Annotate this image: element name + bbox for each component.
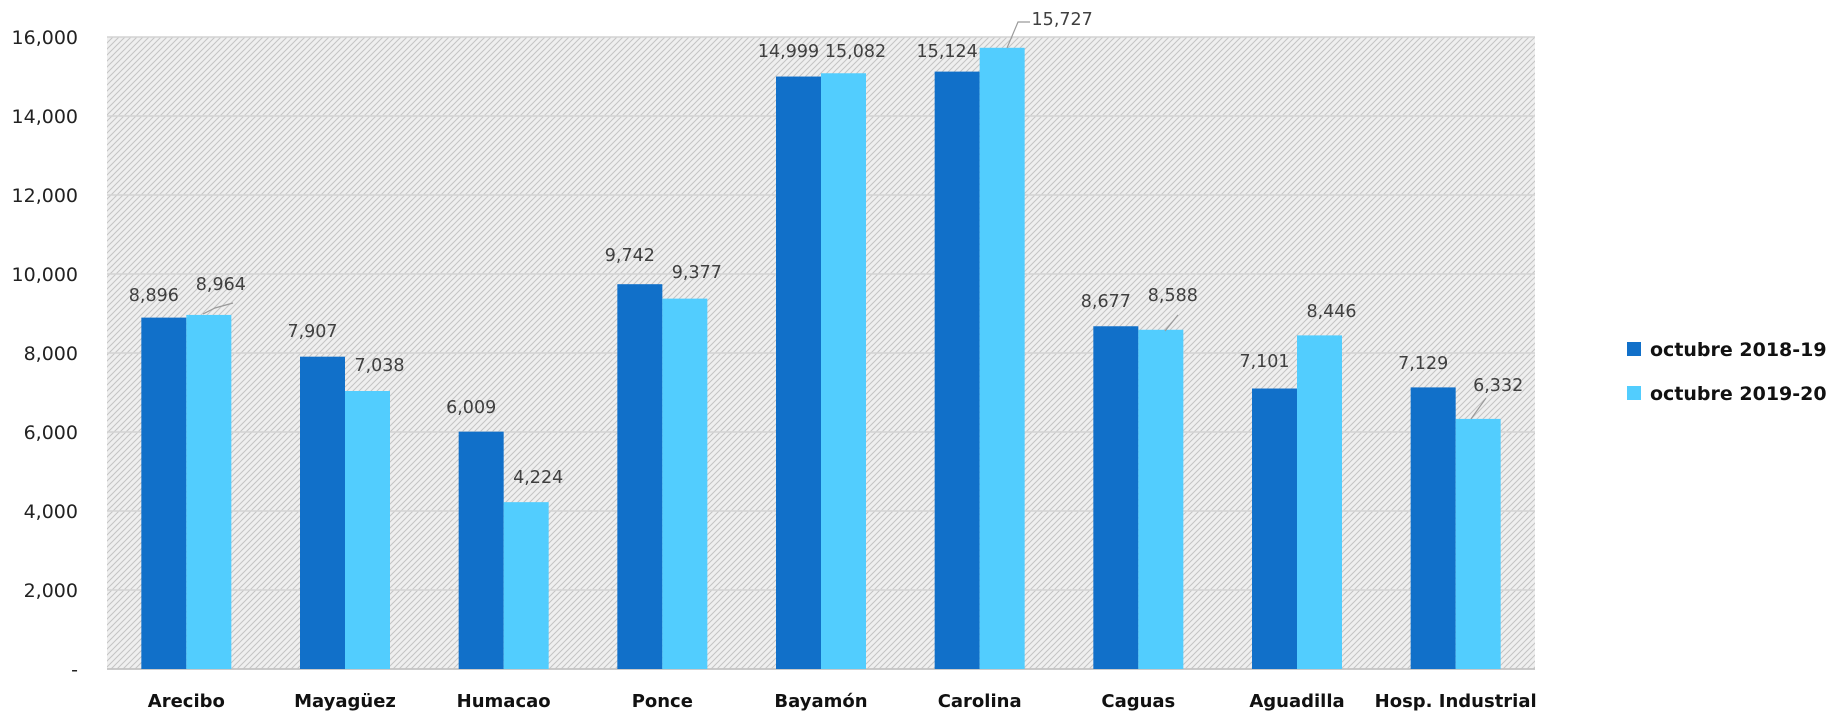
bars — [141, 47, 1501, 670]
category-label: Hosp. Industrial — [1375, 691, 1537, 712]
data-label: 8,964 — [196, 275, 246, 295]
leader-line — [202, 302, 234, 315]
data-label: 8,446 — [1306, 302, 1356, 322]
y-tick-label: 10,000 — [12, 264, 78, 286]
category-label: Arecibo — [148, 691, 225, 712]
bar — [141, 317, 187, 669]
y-tick-label: 2,000 — [24, 580, 78, 602]
bar — [1297, 335, 1342, 669]
bar — [1455, 418, 1501, 669]
bar — [1410, 387, 1456, 669]
bar — [1093, 326, 1139, 669]
category-label: Mayagüez — [294, 691, 396, 712]
y-tick-label: 4,000 — [24, 501, 78, 523]
category-label: Bayamón — [774, 691, 867, 712]
category-label: Aguadilla — [1249, 691, 1344, 712]
data-label: 15,727 — [1032, 10, 1093, 30]
leader-line — [1164, 314, 1179, 332]
data-label: 8,588 — [1148, 286, 1198, 306]
category-label: Caguas — [1101, 691, 1175, 712]
data-label: 15,082 — [825, 42, 886, 62]
bar — [186, 314, 232, 669]
category-label: Carolina — [938, 691, 1022, 712]
bar — [979, 47, 1025, 669]
category-label: Humacao — [457, 691, 551, 712]
bar — [1252, 388, 1297, 669]
legend-swatch — [1627, 342, 1641, 356]
legend: octubre 2018-19 octubre 2019-20 — [1627, 339, 1827, 405]
data-label: 6,009 — [446, 398, 496, 418]
data-label: 8,677 — [1081, 292, 1131, 312]
bar — [1138, 329, 1184, 669]
bar — [503, 502, 549, 669]
data-label: 9,377 — [672, 263, 722, 283]
data-label: 4,224 — [513, 468, 563, 488]
data-label: 7,129 — [1398, 354, 1448, 374]
y-tick-label: 14,000 — [12, 106, 78, 128]
data-labels: 8,896 8,964 7,907 7,038 6,009 4,224 9,742 9,377… — [129, 10, 1523, 488]
data-label: 14,999 — [758, 42, 819, 62]
bar — [776, 76, 821, 670]
leader-line — [1470, 397, 1487, 420]
bar — [617, 284, 663, 669]
data-label: 9,742 — [605, 246, 655, 266]
data-label: 7,907 — [287, 322, 337, 342]
y-axis: - 2,000 4,000 6,000 8,000 10,000 12,000 14,000 1… — [12, 27, 78, 681]
bar — [662, 298, 708, 669]
bar — [934, 71, 980, 670]
y-tick-label: 12,000 — [12, 185, 78, 207]
bar — [300, 356, 345, 669]
bar — [458, 431, 504, 669]
legend-label: octubre 2019-20 — [1650, 383, 1827, 405]
bar — [345, 390, 390, 669]
data-label: 7,038 — [354, 356, 404, 376]
bar — [821, 73, 866, 670]
y-tick-label: - — [71, 659, 78, 681]
leader-line — [1006, 21, 1030, 49]
x-axis: Arecibo Mayagüez Humacao Ponce Bayamón Caroli… — [148, 691, 1537, 712]
data-label: 8,896 — [129, 286, 179, 306]
data-label: 15,124 — [917, 42, 978, 62]
y-tick-label: 6,000 — [24, 422, 78, 444]
legend-swatch — [1627, 386, 1641, 400]
category-label: Ponce — [632, 691, 693, 712]
data-label: 6,332 — [1473, 376, 1523, 396]
y-tick-label: 16,000 — [12, 27, 78, 49]
data-label: 7,101 — [1239, 352, 1289, 372]
legend-label: octubre 2018-19 — [1650, 339, 1827, 361]
y-tick-label: 8,000 — [24, 343, 78, 365]
